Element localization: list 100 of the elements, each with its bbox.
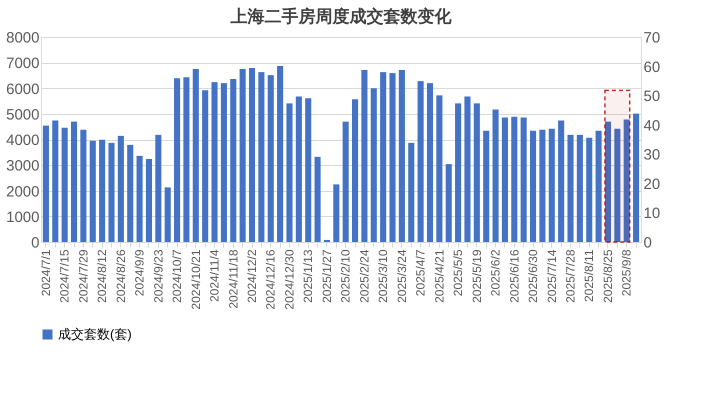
x-tick-label: 2024/7/29 [76,249,90,303]
bar [370,88,377,242]
bar [455,103,462,242]
bar [136,156,143,242]
bar [548,128,555,242]
bar [624,120,630,242]
bar [520,117,527,242]
y2-tick-label: 20 [644,176,660,193]
x-tick-label: 2025/1/13 [301,249,316,303]
x-tick-label: 2025/6/30 [526,249,540,303]
bar [70,122,78,242]
bar [62,128,68,242]
bar [483,130,490,242]
x-tick-label: 2024/11/4 [208,249,222,302]
chart-title: 上海二手房周度成交套数变化 [230,7,452,26]
y-tick-label: 7000 [6,55,40,72]
x-tick-label: 2025/3/24 [394,249,409,303]
bar [108,142,115,242]
bar [361,70,368,242]
y-tick-label: 3000 [6,158,40,175]
x-tick-label: 2024/11/18 [226,249,240,309]
x-tick-label: 2025/7/14 [544,249,559,303]
bar [530,130,536,242]
x-tick-label: 2024/8/26 [114,249,128,303]
bar [240,69,246,242]
y-tick-label: 6000 [6,80,40,98]
bar [220,83,227,242]
x-tick-label: 2025/4/7 [414,249,428,296]
x-tick-label: 2025/5/5 [451,249,466,296]
bar [511,116,518,242]
x-tick-label: 2025/1/27 [320,249,334,303]
y2-tick-label: 40 [644,117,660,134]
bar [296,96,302,242]
x-tick-label: 2024/9/23 [151,249,166,303]
bar [314,156,321,242]
bar [146,158,152,242]
x-tick-label: 2025/6/2 [488,249,503,296]
bar [118,136,124,242]
bar [418,81,424,242]
bar [604,122,612,242]
x-tick-label: 2024/8/12 [95,249,110,303]
y-tick-label: 1000 [6,208,40,226]
y-tick-label: 0 [31,234,40,252]
x-tick-label: 2024/12/2 [245,249,260,303]
x-tick-label: 2024/10/7 [170,249,184,303]
y2-tick-label: 30 [644,146,660,164]
bar [614,128,620,242]
x-tick-label: 2025/7/28 [564,249,578,303]
bar [183,77,190,242]
bar [446,164,452,242]
bar [155,134,162,242]
x-tick-label: 2025/4/21 [432,249,446,303]
bar [539,130,546,242]
bar [90,140,96,242]
bar [211,82,218,242]
bar [474,103,480,242]
bar [389,73,396,242]
x-tick-label: 2024/7/15 [58,249,72,303]
bar [258,72,264,242]
bar [408,142,414,242]
bar [99,140,106,242]
bar [268,75,274,242]
bar [192,69,199,242]
y2-tick-label: 60 [644,58,660,76]
x-tick-label: 2024/10/21 [188,249,203,310]
bar [502,117,508,242]
bar [305,98,312,242]
bar [174,78,180,242]
bar [596,130,602,242]
bar [248,68,256,242]
x-tick-label: 2025/8/11 [582,249,596,302]
bar [426,83,434,242]
bar [380,72,386,242]
x-tick-label: 2025/3/10 [376,249,390,303]
bar [342,122,349,242]
bar [202,90,208,242]
x-tick-label: 2025/5/19 [470,249,484,303]
bar [398,70,405,242]
y2-tick-label: 70 [644,30,660,46]
bar [333,184,340,242]
x-tick-label: 2025/9/8 [620,249,634,296]
bar [164,187,171,242]
y2-tick-label: 10 [644,205,660,222]
bar [633,114,640,242]
x-tick-label: 2024/9/9 [132,249,147,296]
x-tick-label: 2025/2/24 [357,249,372,303]
bar [52,120,58,242]
y2-tick-label: 0 [644,234,652,252]
x-tick-label: 2025/6/16 [507,249,522,303]
x-tick-label: 2024/12/30 [282,249,296,310]
x-tick-label: 2025/2/10 [338,249,353,303]
x-tick-label: 2025/8/25 [600,249,615,303]
x-tick-label: 2024/12/16 [264,249,278,310]
bar [127,144,134,242]
y2-tick-label: 50 [644,88,660,106]
bar [80,130,86,242]
bar [492,110,499,242]
bar [230,79,236,242]
bar [286,103,293,242]
bar [436,95,442,242]
